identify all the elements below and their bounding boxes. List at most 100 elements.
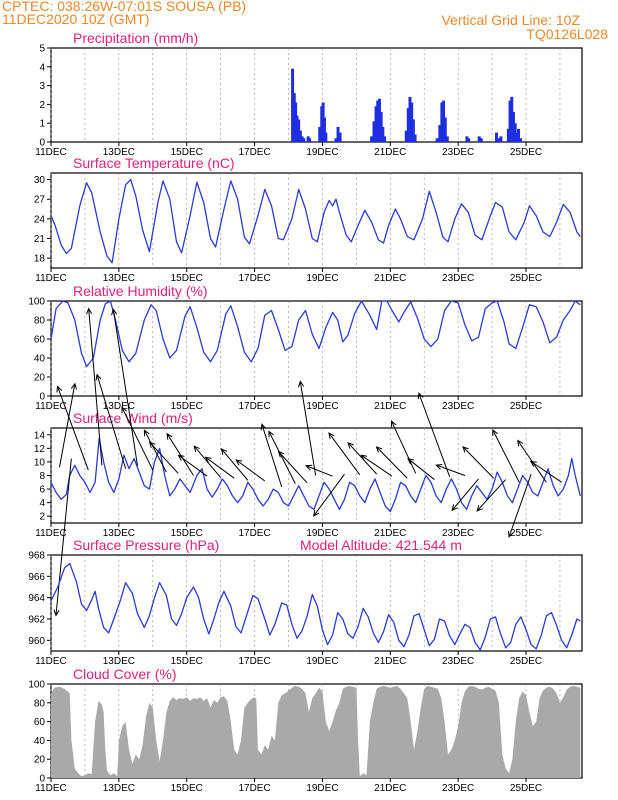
panel4-title: Surface Wind (m/s): [73, 410, 193, 426]
panel6-xtick-label-4: 19DEC: [306, 783, 338, 794]
panel4-wind-arrow-31: [476, 479, 507, 512]
panel6-ytick-label-4: 80: [34, 698, 46, 709]
panel1-xtick-label-1: 13DEC: [103, 147, 135, 158]
panel4-xtick-label-6: 23DEC: [442, 528, 474, 539]
panel3-ytick-label-0: 0: [39, 392, 45, 403]
station-label: CPTEC: 038:26W-07:01S SOUSA (PB): [2, 0, 247, 14]
panel1-bar-26: [404, 130, 408, 142]
panel6-xtick-label-6: 23DEC: [442, 783, 474, 794]
panel3-ytick-label-4: 80: [34, 316, 46, 327]
panel1-xtick-label-7: 25DEC: [510, 147, 542, 158]
panel5-xtick-label-5: 21DEC: [374, 656, 406, 667]
panel2-xtick-label-0: 11DEC: [35, 273, 67, 284]
panel3-xtick-label-0: 11DEC: [35, 401, 67, 412]
panel1-bar-44: [499, 136, 503, 142]
panel1-bar-52: [519, 138, 523, 142]
panel3-xtick-label-2: 15DEC: [171, 401, 203, 412]
panel4-wind-arrow-6: [121, 407, 154, 471]
panel5-series-line: [50, 562, 581, 651]
panel1-xtick-label-4: 19DEC: [306, 147, 338, 158]
panel4-wind-arrow-head-20: [313, 509, 320, 517]
panel5-ytick-label-2: 964: [28, 593, 45, 604]
panel2-series-line: [50, 178, 581, 264]
panel1-ytick-label-4: 4: [39, 62, 45, 73]
panel1-bar-36: [443, 117, 447, 142]
panel1-xtick-label-5: 21DEC: [374, 147, 406, 158]
panel3-series-line: [50, 300, 581, 368]
panel4-xtick-label-1: 13DEC: [103, 528, 135, 539]
panel4-wind-arrow-head-23: [360, 454, 368, 461]
panel4-wind-arrow-21: [328, 432, 361, 476]
panel1-bar-15: [334, 138, 338, 142]
panel4-wind-arrow-head-28: [435, 464, 443, 470]
panel3-ytick-label-5: 100: [28, 297, 45, 308]
panel3-xtick-label-6: 23DEC: [442, 401, 474, 412]
panel2-ytick-label-1: 21: [34, 234, 46, 245]
panel4-wind-arrow-28: [436, 464, 466, 476]
panel4-wind-arrow-head-12: [204, 456, 212, 463]
panel4-wind-arrow-3: [88, 308, 103, 466]
panel1-bar-34: [440, 102, 444, 142]
panel2-title: Surface Temperature (nC): [73, 155, 235, 171]
panel4-wind-arrow-head-14: [235, 459, 243, 466]
panel1-bar-38: [465, 136, 469, 142]
panel1-bar-16: [336, 126, 340, 142]
panel1-bar-51: [517, 128, 521, 142]
panel4-wind-arrow-10: [178, 454, 208, 477]
grid-line-label: Vertical Grid Line: 10Z: [441, 12, 580, 28]
panel2-xtick-label-5: 21DEC: [374, 273, 406, 284]
panel4-wind-arrow-8: [149, 441, 179, 474]
panel4-wind-arrow-16: [268, 431, 296, 484]
panel6-ytick-label-2: 40: [34, 736, 46, 747]
panel4-wind-arrow-head-29: [451, 504, 458, 512]
panel4-wind-arrow-30: [462, 446, 495, 479]
panel5-ytick-label-3: 966: [28, 572, 45, 583]
panel4-wind-arrow-13: [221, 448, 249, 481]
panel4-wind-arrow-head-16: [268, 430, 275, 438]
panel4-ytick-label-1: 4: [39, 498, 45, 509]
panel4-xtick-label-3: 17DEC: [238, 528, 270, 539]
panel1-bar-29: [410, 102, 414, 142]
panel4-wind-arrow-head-5: [111, 308, 118, 316]
panel1-bar-21: [376, 100, 380, 142]
panel4-wind-arrow-18: [299, 381, 317, 476]
panel1-ytick-label-1: 1: [39, 119, 45, 130]
panel1-bar-50: [515, 132, 519, 142]
panel5-xtick-label-4: 19DEC: [306, 656, 338, 667]
panel1-ytick-label-0: 0: [39, 138, 45, 149]
panel4-wind-arrow-head-22: [347, 441, 354, 449]
panel3-xtick-label-4: 19DEC: [306, 401, 338, 412]
panel1-bar-0: [291, 68, 295, 142]
panel1-bar-28: [408, 96, 412, 142]
panel5-frame: [50, 554, 583, 652]
panel4-wind-arrow-9: [166, 433, 194, 476]
panel1-bar-14: [324, 132, 328, 142]
panel1-ytick-label-5: 5: [39, 44, 45, 55]
panel4-wind-arrow-head-32: [492, 428, 498, 437]
panel4-wind-arrow-head-11: [193, 445, 200, 453]
panel1-bar-48: [511, 111, 515, 142]
panel4-wind-arrow-14: [235, 459, 266, 482]
panel6-xtick-label-1: 13DEC: [103, 783, 135, 794]
panel4-wind-arrow-head-17: [277, 450, 285, 458]
panel6-ytick-label-3: 60: [34, 717, 46, 728]
panel4-wind-arrow-0: [58, 383, 76, 468]
panel4-wind-arrow-1: [55, 458, 72, 616]
panel4-wind-arrow-head-8: [148, 441, 156, 449]
panel1-bar-45: [506, 128, 510, 142]
panel2-ytick-label-4: 30: [34, 175, 46, 186]
panel4-ytick-label-5: 12: [34, 444, 46, 455]
panel4-wind-arrow-19: [306, 465, 333, 477]
panel4-wind-arrow-7: [143, 430, 167, 473]
panel4-wind-arrow-26: [407, 458, 435, 480]
panel1-xtick-label-2: 15DEC: [171, 147, 203, 158]
panel6-xtick-label-0: 11DEC: [35, 783, 67, 794]
panel1-bar-31: [413, 134, 417, 142]
panel1-ytick-label-2: 2: [39, 100, 45, 111]
panel1-bar-40: [477, 136, 481, 142]
panel2-xtick-label-3: 17DEC: [238, 273, 270, 284]
panel4-wind-arrow-head-2: [56, 385, 63, 393]
panel1-xtick-label-0: 11DEC: [35, 147, 67, 158]
panel1-xtick-label-3: 17DEC: [238, 147, 270, 158]
